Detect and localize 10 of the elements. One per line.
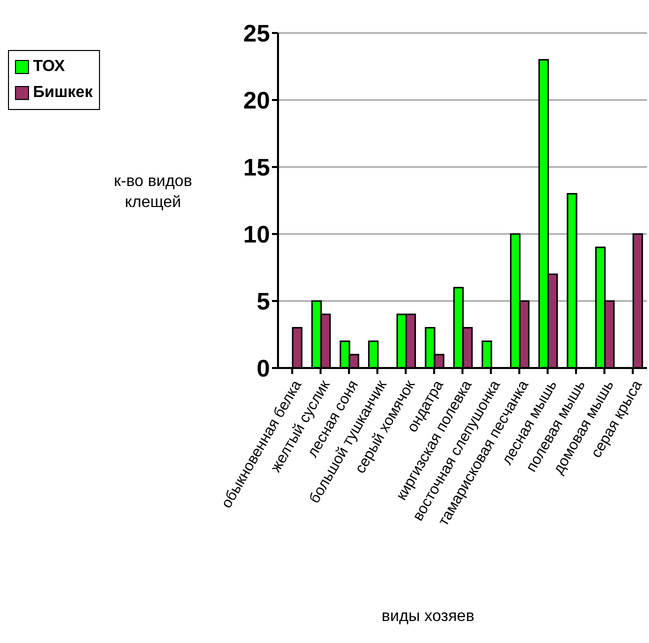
y-tick-label: 5 [256, 288, 270, 316]
y-tick-label: 0 [256, 356, 270, 383]
x-axis-title: виды хозяев [380, 608, 476, 626]
legend-label: ТОХ [32, 57, 66, 77]
y-axis-title: к-во видов клещей [112, 172, 194, 213]
y-tick-label: 10 [243, 222, 270, 249]
y-tick-label: 15 [243, 154, 270, 182]
legend-label: Бишкек [32, 83, 93, 103]
y-tick-label: 25 [243, 20, 270, 48]
y-tick-label: 20 [243, 88, 270, 115]
